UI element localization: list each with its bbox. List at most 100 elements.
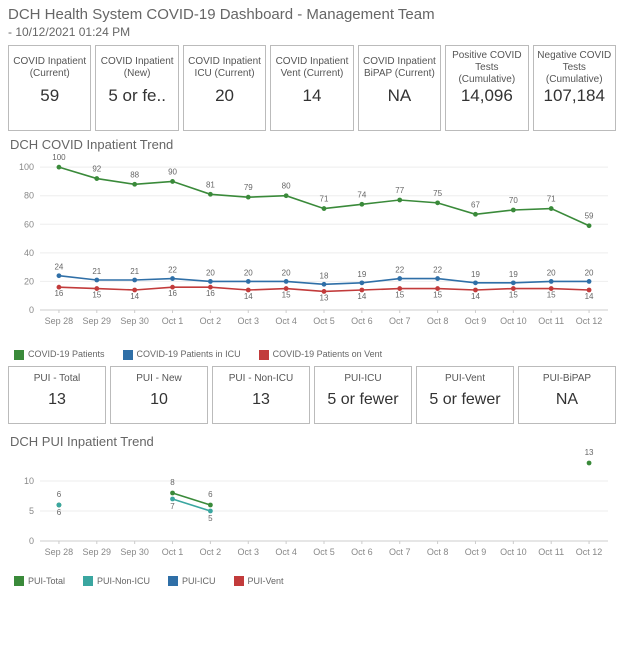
kpi-value: 107,184 (536, 86, 613, 106)
svg-text:Sep 30: Sep 30 (120, 316, 149, 326)
svg-text:15: 15 (282, 291, 291, 300)
svg-text:22: 22 (395, 266, 404, 275)
svg-text:Oct 8: Oct 8 (427, 316, 449, 326)
svg-text:77: 77 (395, 186, 404, 195)
chart2-title: DCH PUI Inpatient Trend (10, 434, 616, 449)
kpi-card: PUI-ICU 5 or fewer (314, 366, 412, 424)
svg-text:16: 16 (54, 289, 63, 298)
svg-text:14: 14 (244, 292, 253, 301)
legend-swatch (14, 350, 24, 360)
kpi-card: COVID Inpatient (New)5 or fe.. (95, 45, 178, 131)
kpi-value: 14,096 (448, 86, 525, 106)
kpi-label: Positive COVID Tests (Cumulative) (448, 50, 525, 86)
kpi-card: PUI-BiPAPNA (518, 366, 616, 424)
legend-item: PUI-ICU (168, 576, 216, 587)
svg-text:14: 14 (130, 292, 139, 301)
chart2-legend: PUI-TotalPUI-Non-ICUPUI-ICUPUI-Vent (14, 576, 616, 587)
svg-text:15: 15 (92, 291, 101, 300)
chart2: 0510Sep 28Sep 29Sep 30Oct 1Oct 2Oct 3Oct… (8, 449, 616, 574)
svg-text:19: 19 (509, 270, 518, 279)
svg-text:90: 90 (168, 167, 177, 176)
svg-text:19: 19 (357, 270, 366, 279)
legend-item: COVID-19 Patients on Vent (259, 349, 383, 360)
svg-text:Oct 10: Oct 10 (500, 547, 527, 557)
svg-text:22: 22 (168, 266, 177, 275)
kpi-label: PUI-ICU (317, 371, 409, 387)
kpi-label: PUI - Total (11, 371, 103, 387)
svg-text:5: 5 (29, 506, 34, 516)
svg-text:13: 13 (320, 293, 329, 302)
kpi-label: COVID Inpatient (New) (98, 50, 175, 86)
svg-text:7: 7 (170, 502, 175, 511)
svg-text:6: 6 (57, 490, 62, 499)
svg-text:Sep 30: Sep 30 (120, 547, 149, 557)
svg-text:24: 24 (54, 263, 63, 272)
svg-text:0: 0 (29, 536, 34, 546)
svg-text:20: 20 (282, 268, 291, 277)
svg-text:74: 74 (357, 190, 366, 199)
svg-text:80: 80 (24, 191, 34, 201)
svg-text:Oct 2: Oct 2 (200, 547, 222, 557)
svg-text:Oct 3: Oct 3 (238, 316, 260, 326)
kpi-value: 5 or fewer (419, 391, 511, 409)
kpi-card: PUI - Total13 (8, 366, 106, 424)
chart1-legend: COVID-19 PatientsCOVID-19 Patients in IC… (14, 349, 616, 360)
kpi-card: COVID Inpatient Vent (Current)14 (270, 45, 353, 131)
svg-text:59: 59 (585, 212, 594, 221)
kpi-value: NA (361, 86, 438, 106)
legend-item: PUI-Non-ICU (83, 576, 150, 587)
svg-text:5: 5 (208, 514, 213, 523)
legend-swatch (168, 576, 178, 586)
svg-text:Oct 7: Oct 7 (389, 547, 411, 557)
kpi-card: COVID Inpatient ICU (Current)20 (183, 45, 266, 131)
svg-text:60: 60 (24, 219, 34, 229)
svg-text:40: 40 (24, 248, 34, 258)
kpi-card: COVID Inpatient BiPAP (Current)NA (358, 45, 441, 131)
svg-text:Oct 5: Oct 5 (313, 316, 335, 326)
svg-text:Oct 11: Oct 11 (538, 547, 564, 557)
kpi-value: 5 or fewer (317, 391, 409, 409)
svg-text:79: 79 (244, 183, 253, 192)
svg-text:81: 81 (206, 180, 215, 189)
kpi-card: Positive COVID Tests (Cumulative)14,096 (445, 45, 528, 131)
kpi-value: 59 (11, 86, 88, 106)
svg-text:20: 20 (585, 268, 594, 277)
page-title: DCH Health System COVID-19 Dashboard - M… (8, 6, 616, 23)
kpi-value: 10 (113, 391, 205, 409)
svg-text:20: 20 (206, 268, 215, 277)
kpi-label: Negative COVID Tests (Cumulative) (536, 50, 613, 86)
svg-text:15: 15 (433, 291, 442, 300)
svg-text:100: 100 (19, 162, 34, 172)
legend-swatch (259, 350, 269, 360)
svg-text:71: 71 (547, 195, 556, 204)
kpi-row-1: COVID Inpatient (Current)59 COVID Inpatie… (8, 45, 616, 131)
svg-text:Oct 8: Oct 8 (427, 547, 449, 557)
chart1: 020406080100Sep 28Sep 29Sep 30Oct 1Oct 2… (8, 152, 616, 347)
legend-swatch (14, 576, 24, 586)
kpi-row-2: PUI - Total13PUI - New10PUI - Non-ICU13P… (8, 366, 616, 424)
svg-text:Oct 12: Oct 12 (576, 316, 603, 326)
svg-text:Oct 1: Oct 1 (162, 547, 184, 557)
svg-text:15: 15 (509, 291, 518, 300)
svg-text:Oct 7: Oct 7 (389, 316, 411, 326)
svg-text:10: 10 (24, 476, 34, 486)
svg-text:6: 6 (57, 508, 62, 517)
svg-text:18: 18 (320, 271, 329, 280)
svg-text:Oct 4: Oct 4 (275, 547, 297, 557)
kpi-label: PUI - New (113, 371, 205, 387)
svg-text:67: 67 (471, 200, 480, 209)
legend-swatch (234, 576, 244, 586)
svg-text:80: 80 (282, 182, 291, 191)
svg-text:22: 22 (433, 266, 442, 275)
svg-text:Oct 5: Oct 5 (313, 547, 335, 557)
svg-text:Oct 3: Oct 3 (238, 547, 260, 557)
kpi-label: COVID Inpatient (Current) (11, 50, 88, 86)
kpi-label: COVID Inpatient BiPAP (Current) (361, 50, 438, 86)
svg-text:Oct 6: Oct 6 (351, 547, 373, 557)
kpi-label: PUI-Vent (419, 371, 511, 387)
svg-text:75: 75 (433, 189, 442, 198)
svg-text:100: 100 (52, 153, 66, 162)
svg-text:21: 21 (92, 267, 101, 276)
svg-text:Oct 1: Oct 1 (162, 316, 184, 326)
svg-text:92: 92 (92, 165, 101, 174)
